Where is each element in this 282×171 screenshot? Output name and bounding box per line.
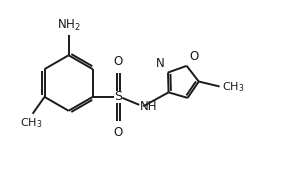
Text: O: O: [114, 55, 123, 68]
Text: CH$_3$: CH$_3$: [20, 116, 43, 130]
Text: N: N: [156, 57, 165, 70]
Text: NH$_2$: NH$_2$: [57, 18, 80, 33]
Text: NH: NH: [140, 100, 158, 113]
Text: CH$_3$: CH$_3$: [222, 81, 244, 94]
Text: S: S: [114, 90, 122, 103]
Text: O: O: [114, 126, 123, 139]
Text: O: O: [190, 50, 199, 63]
